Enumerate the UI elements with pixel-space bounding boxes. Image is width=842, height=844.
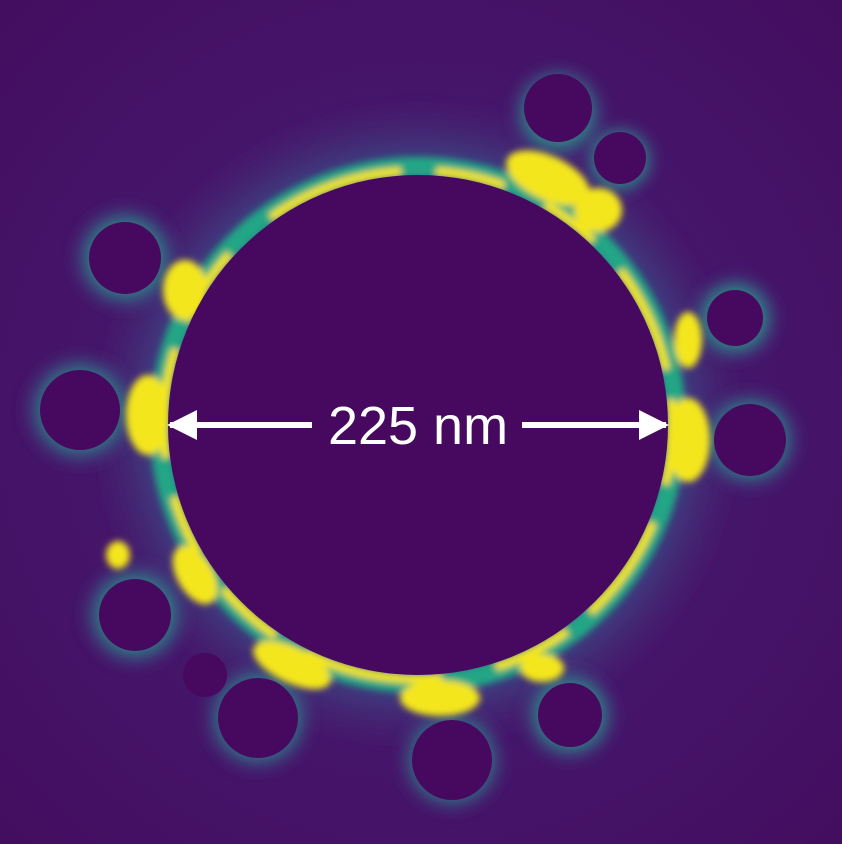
satellite-particle (218, 678, 298, 758)
satellite-particle (524, 74, 592, 142)
satellite-particle (594, 132, 646, 184)
satellite-particle (89, 222, 161, 294)
satellite-particle (40, 370, 120, 450)
hotspot-ring (106, 150, 710, 716)
scale-bar-label: 225 nm (328, 396, 508, 456)
central-particle (168, 175, 668, 675)
satellite-particle (183, 653, 227, 697)
scale-bar: 225 nm (167, 396, 669, 456)
satellite-particle (412, 720, 492, 800)
satellite-particle (714, 404, 786, 476)
satellite-halos (18, 61, 805, 818)
satellite-particle (707, 290, 763, 346)
satellite-particle (99, 579, 171, 651)
satellite-particle (538, 683, 602, 747)
satellite-particles (40, 74, 786, 800)
